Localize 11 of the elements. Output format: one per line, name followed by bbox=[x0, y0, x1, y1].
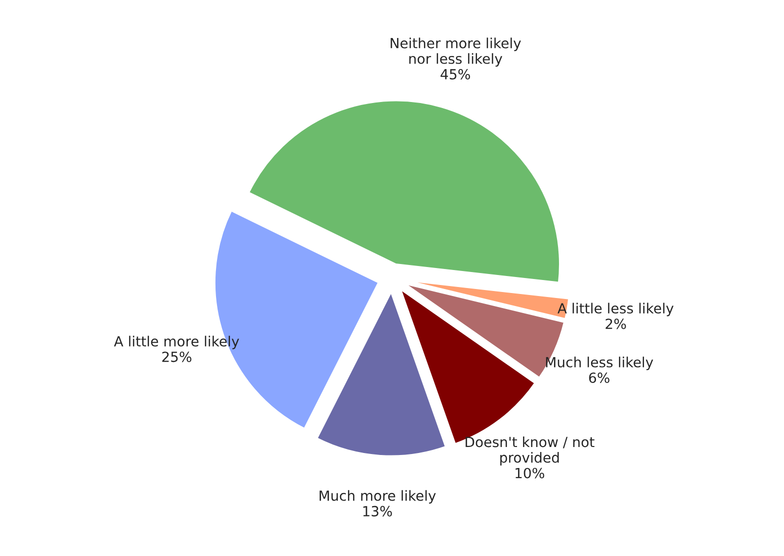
data-label: 25% bbox=[162, 352, 192, 362]
data-label: 13% bbox=[363, 506, 392, 516]
slice-label: Much more likely bbox=[320, 490, 436, 504]
slice-label: Neither more likely nor less likely bbox=[390, 38, 521, 67]
data-label: 2% bbox=[606, 318, 626, 330]
data-label: 45% bbox=[440, 68, 470, 80]
slice-label: A little less likely bbox=[558, 302, 674, 316]
slice-label: A little more likely bbox=[114, 336, 240, 350]
slice-label: Doesn't know / not provided bbox=[466, 436, 594, 466]
data-label: 6% bbox=[589, 372, 610, 383]
data-label: 10% bbox=[516, 468, 544, 478]
